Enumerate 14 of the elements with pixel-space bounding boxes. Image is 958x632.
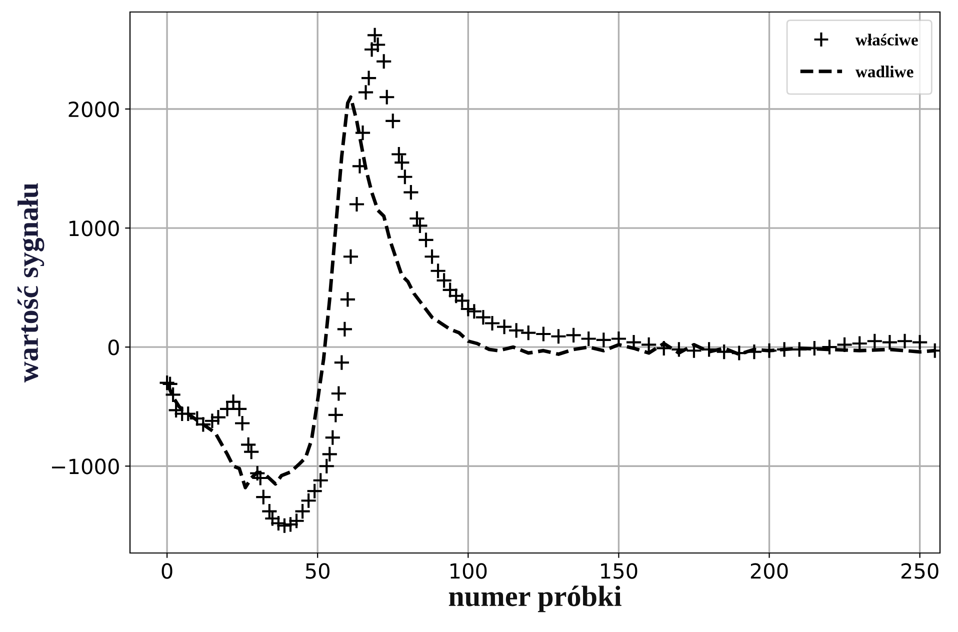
x-axis-title: numer próbki bbox=[448, 586, 622, 612]
x-tick-label: 150 bbox=[601, 563, 638, 579]
legend-label: właściwe bbox=[855, 34, 918, 46]
y-tick-label: 2000 bbox=[68, 101, 119, 118]
x-tick-label: 50 bbox=[306, 563, 330, 579]
x-tick-label: 200 bbox=[750, 563, 788, 579]
x-tick-label: 250 bbox=[901, 563, 938, 579]
legend-label: wadliwe bbox=[855, 66, 914, 78]
x-tick-label: 100 bbox=[450, 563, 487, 579]
x-tick-label: 0 bbox=[162, 563, 172, 579]
y-tick-label: −1000 bbox=[52, 458, 119, 474]
y-tick-label: 0 bbox=[108, 340, 119, 356]
y-tick-label: 1000 bbox=[70, 220, 119, 236]
y-axis-title: wartość sygnału bbox=[18, 183, 44, 382]
